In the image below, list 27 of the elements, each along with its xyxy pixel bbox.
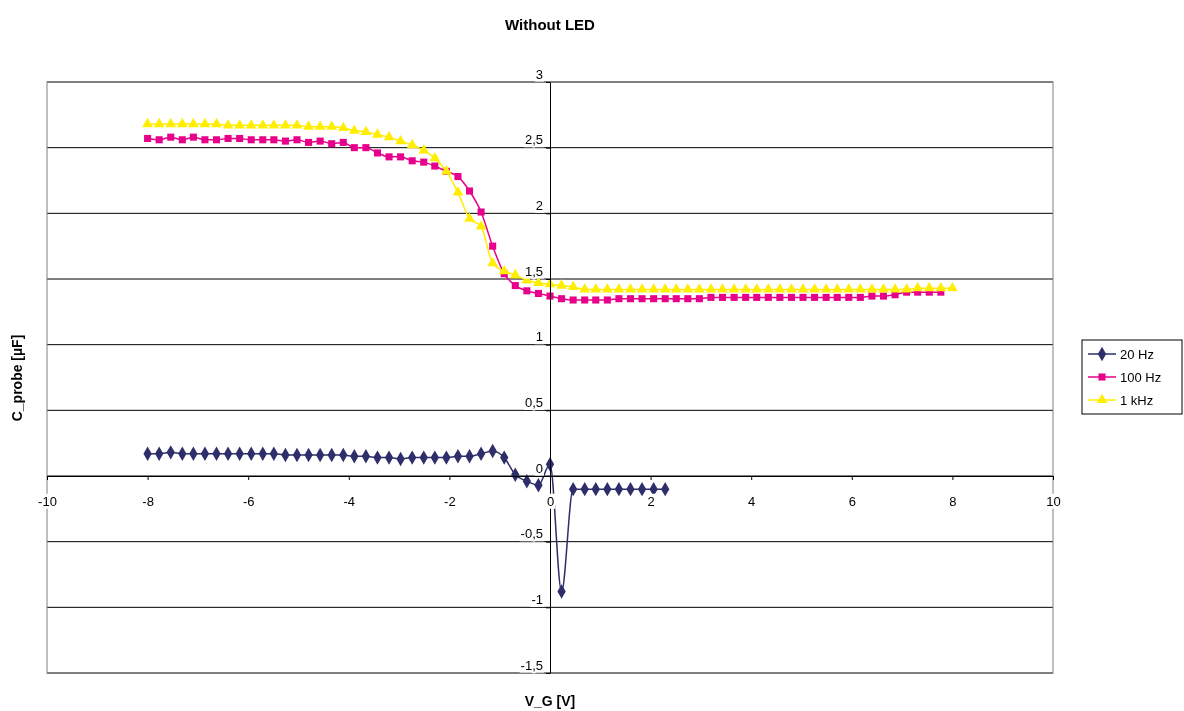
y-tick-label: 2,5 xyxy=(524,132,543,148)
x-tick-label: 6 xyxy=(848,493,856,509)
x-tick-label: -10 xyxy=(38,493,57,509)
x-tick-label: 8 xyxy=(949,493,957,509)
y-tick-label: 3 xyxy=(535,66,543,82)
y-tick-label: 0,5 xyxy=(524,394,543,410)
legend-label: 1 kHz xyxy=(1120,393,1154,408)
y-tick-label: -1,5 xyxy=(520,657,543,673)
x-axis-title: V_G [V] xyxy=(524,693,576,709)
x-tick-label: 4 xyxy=(748,493,756,509)
x-tick-label: -2 xyxy=(444,493,456,509)
x-tick-label: -4 xyxy=(343,493,356,509)
x-tick-label: 10 xyxy=(1046,493,1061,509)
chart-title: Without LED xyxy=(505,16,596,33)
x-tick-label: -8 xyxy=(142,493,154,509)
legend-label: 20 Hz xyxy=(1120,347,1154,362)
x-tick-label: 0 xyxy=(546,493,555,509)
y-tick-label: 0 xyxy=(535,460,543,476)
y-tick-label: -0,5 xyxy=(520,526,543,542)
x-tick-label: -6 xyxy=(242,493,255,509)
y-axis-title: C_probe [µF] xyxy=(9,334,25,422)
y-tick-label: 1 xyxy=(535,329,543,345)
x-tick-label: 2 xyxy=(647,493,655,509)
y-tick-label: -1 xyxy=(531,591,543,607)
y-tick-label: 2 xyxy=(535,197,543,213)
legend-label: 100 Hz xyxy=(1120,370,1162,385)
y-tick-label: 1,5 xyxy=(524,263,543,279)
